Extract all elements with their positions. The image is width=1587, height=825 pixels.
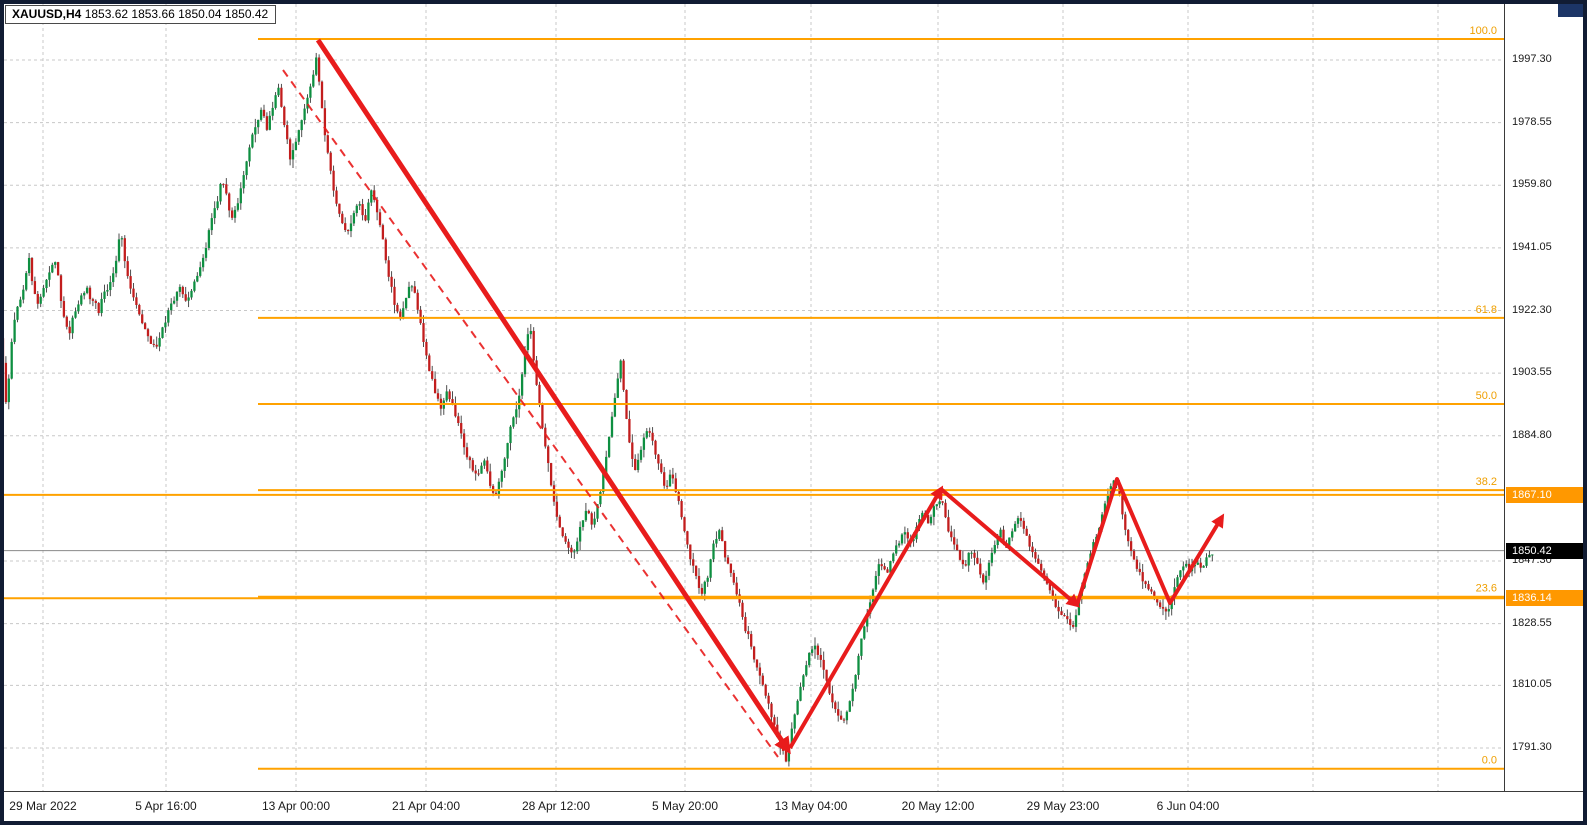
price-tick-label: 1922.30 xyxy=(1512,303,1552,316)
price-tick-label: 1884.80 xyxy=(1512,428,1552,441)
date-label: 5 Apr 16:00 xyxy=(135,799,197,813)
date-label: 5 May 20:00 xyxy=(651,799,719,813)
price-tick-label: 1903.55 xyxy=(1512,366,1552,379)
price-tick-label: 1791.30 xyxy=(1512,741,1552,753)
date-label: 29 Mar 2022 xyxy=(9,799,77,813)
price-tick-label: 1828.55 xyxy=(1512,616,1552,629)
symbol-timeframe-label: XAUUSD,H4 xyxy=(12,7,82,21)
price-tick-label: 1941.05 xyxy=(1512,240,1552,253)
chart-title: XAUUSD,H4 1853.62 1853.66 1850.04 1850.4… xyxy=(5,5,277,24)
price-tick-label: 1810.05 xyxy=(1512,678,1552,691)
date-label: 6 Jun 04:00 xyxy=(1156,799,1220,813)
date-label: 28 Apr 12:00 xyxy=(521,799,591,813)
current-price-badge: 1850.42 xyxy=(1506,542,1583,559)
date-label: 29 May 23:00 xyxy=(1026,799,1100,813)
date-label: 20 May 12:00 xyxy=(901,799,975,813)
level-price-badge: 1867.10 xyxy=(1506,486,1583,503)
date-label: 13 Apr 00:00 xyxy=(261,799,331,813)
time-axis[interactable]: 29 Mar 2022 5 Apr 16:00 13 Apr 00:00 21 Apr… xyxy=(4,791,1583,821)
price-axis[interactable]: 1997.30 1978.55 1959.80 1941.05 1922.30 1903.… xyxy=(1504,4,1583,791)
price-tick-label: 1997.30 xyxy=(1512,53,1552,66)
price-tick-label: 1978.55 xyxy=(1512,115,1552,128)
ohlc-values: 1853.62 1853.66 1850.04 1850.42 xyxy=(84,7,269,21)
date-label: 21 Apr 04:00 xyxy=(391,799,461,813)
price-tick-label: 1959.80 xyxy=(1512,178,1552,191)
corner-decoration xyxy=(1558,4,1583,17)
level-price-badge: 1836.14 xyxy=(1506,590,1583,607)
chart-plot-area[interactable] xyxy=(4,4,1504,791)
date-label: 13 May 04:00 xyxy=(774,799,848,813)
